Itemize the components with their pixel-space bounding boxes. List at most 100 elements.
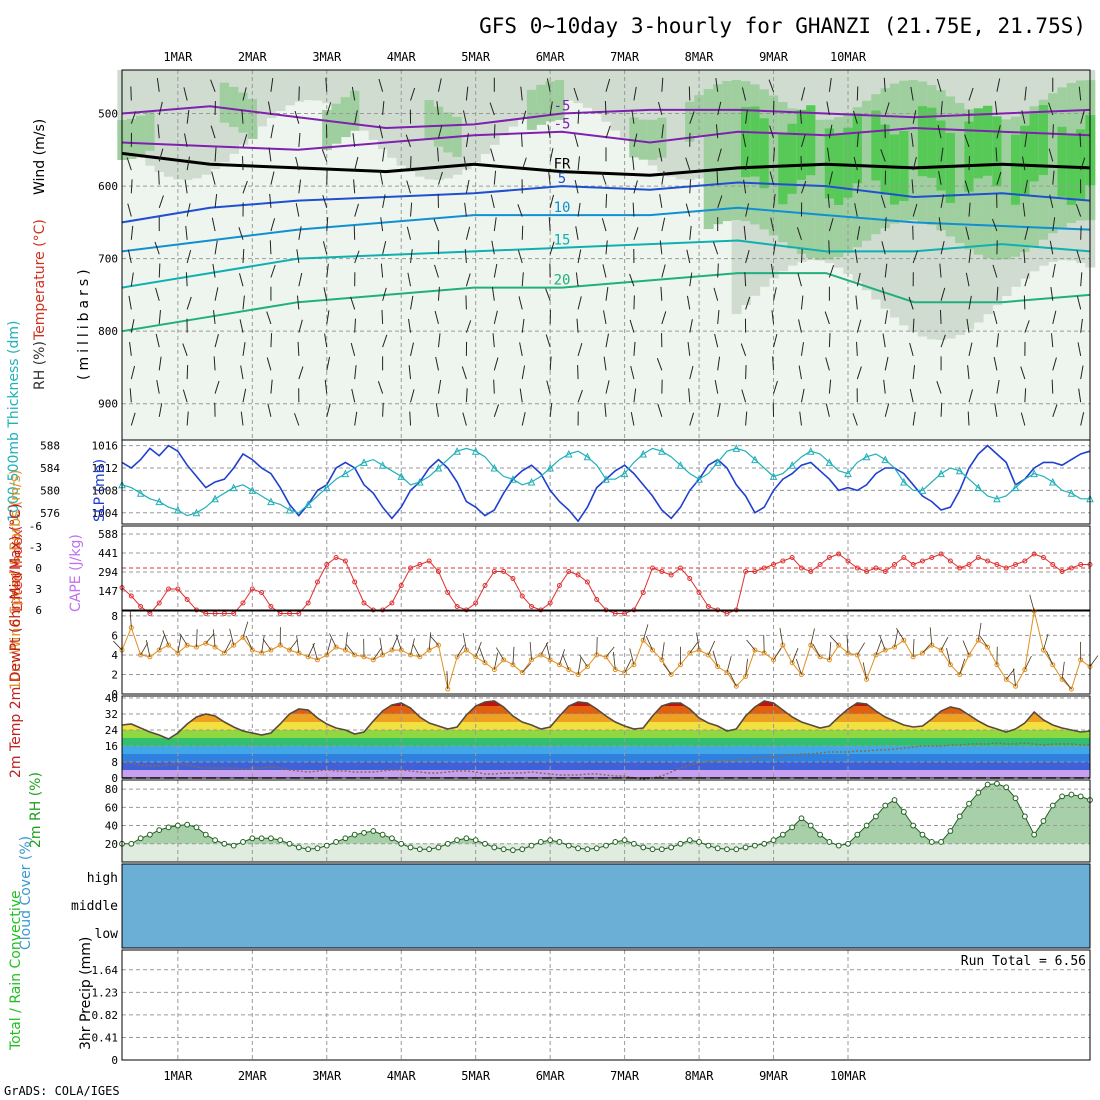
wind-barb — [521, 662, 532, 673]
wind-barb — [938, 171, 942, 185]
run-total-label: Run Total = 6.56 — [961, 954, 1086, 969]
thickness-marker — [1067, 489, 1076, 497]
pressure-tick-label: 500 — [98, 108, 118, 121]
temp-tick-label: 8 — [111, 756, 118, 769]
wind-barb — [661, 264, 666, 278]
wind-barb — [1048, 102, 1054, 116]
wind-barb — [493, 124, 496, 139]
wind-barb — [158, 403, 163, 417]
wind-barb — [995, 147, 998, 162]
wind-barb — [912, 638, 915, 657]
lifted-index-marker — [510, 576, 516, 581]
rh-shade-cell — [573, 70, 584, 104]
contour-label: FR — [554, 157, 571, 173]
rh-marker — [212, 837, 218, 844]
wind-barb — [968, 342, 973, 356]
wind-tick-label: 0 — [111, 688, 118, 701]
rh-marker — [882, 802, 889, 809]
wind-barb — [214, 193, 218, 208]
wind-barb — [773, 287, 777, 301]
wind-barb — [912, 411, 916, 426]
wind-speed-marker — [482, 660, 488, 666]
wind-barb — [140, 642, 149, 656]
wind-barb — [745, 249, 750, 264]
thickness-marker — [620, 469, 629, 478]
wind-barb — [326, 263, 329, 278]
wind-barb — [214, 380, 220, 394]
wind-barb — [912, 110, 917, 124]
wind-barb — [269, 240, 272, 255]
pressure-tick-label: 800 — [98, 325, 118, 338]
wind-barb — [354, 411, 358, 426]
wind-speed-marker — [389, 647, 395, 653]
wind-speed-marker — [752, 647, 758, 653]
wind-barb — [321, 149, 328, 162]
wind-barb — [184, 133, 188, 147]
wind-barb — [779, 627, 784, 646]
wind-barb — [158, 634, 165, 651]
lifted-index-marker — [166, 586, 172, 592]
wind-barb — [489, 102, 495, 116]
wind-speed-marker — [808, 642, 814, 648]
wind-speed-marker — [203, 640, 209, 646]
date-label-top: 2MAR — [238, 50, 268, 64]
wind-barb — [940, 334, 946, 348]
rh-shade-cell — [880, 124, 891, 195]
rh-shade-cell — [871, 110, 882, 181]
wind-barb — [156, 380, 160, 394]
wind-barb — [715, 124, 719, 139]
wind-barb — [604, 402, 607, 417]
wind-barb — [1045, 650, 1054, 665]
rh-shade-cell — [759, 118, 770, 189]
wind-barb — [127, 203, 132, 217]
wind-barb — [270, 333, 273, 348]
rh-marker — [286, 840, 293, 847]
cape-axis-title: CAPE (J/kg) — [68, 534, 84, 612]
wind-barb — [605, 380, 610, 394]
wind-barb — [549, 241, 555, 255]
wind-barb — [642, 624, 649, 641]
wind-barb — [408, 318, 412, 333]
wind-speed-marker — [705, 652, 711, 658]
thickness-marker — [955, 466, 964, 475]
lifted-index-marker — [519, 593, 525, 599]
wind-speed-marker — [240, 634, 246, 640]
rh-shade-cell — [266, 70, 277, 119]
date-label-top: 9MAR — [759, 50, 789, 64]
lifted-index-marker — [798, 565, 804, 571]
wind-barb — [312, 643, 318, 660]
wind-speed-marker — [184, 642, 190, 648]
wind-barb — [158, 263, 161, 278]
rh-marker — [435, 844, 442, 851]
wind-barb — [856, 341, 858, 356]
wind-barb — [773, 648, 782, 661]
wind-barb — [714, 333, 719, 348]
rh-marker — [798, 815, 805, 822]
rh-shade-cell — [713, 84, 723, 225]
lifted-index-marker — [892, 562, 898, 567]
rh-marker — [696, 839, 702, 845]
rh-shade-cell — [601, 70, 612, 122]
wind-barb — [769, 125, 775, 139]
wind-barb — [1052, 357, 1057, 371]
rh-marker — [398, 840, 405, 847]
rh-shade-cell — [806, 105, 817, 176]
wind-barb — [745, 658, 748, 677]
slp-ylabel: 1000-500mb Thickness (dm) — [6, 321, 22, 522]
rh-shade-cell — [368, 70, 379, 140]
wind-barb — [437, 147, 439, 162]
cape-tick-label: 441 — [98, 547, 118, 560]
wind-barb — [603, 310, 607, 325]
wind-barb — [546, 380, 551, 394]
cape-ylabel: CAPE (J/kg) — [68, 534, 84, 612]
precip-tick-label: 0.82 — [92, 1009, 119, 1022]
wind-barb — [825, 357, 830, 371]
rh-shade-cell — [955, 103, 965, 244]
wind-speed-marker — [622, 670, 628, 676]
wind-barb — [329, 633, 337, 648]
wind-barb — [688, 388, 691, 403]
lifted-index-marker — [826, 555, 832, 560]
cape-tick-label: 294 — [98, 566, 118, 579]
temperature-contour — [121, 151, 1091, 177]
wind-barb — [633, 133, 638, 148]
